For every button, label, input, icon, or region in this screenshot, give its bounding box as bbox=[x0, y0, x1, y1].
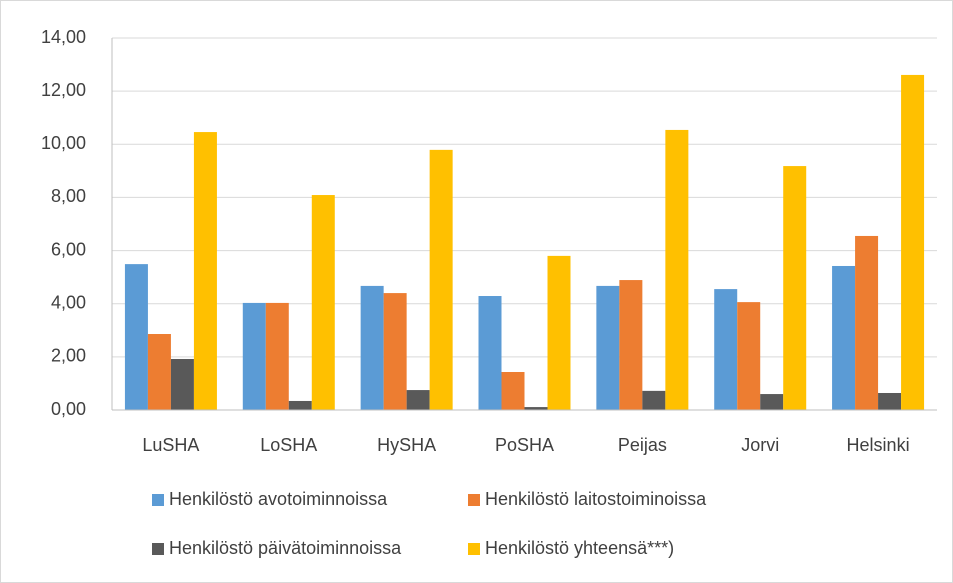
bar bbox=[855, 235, 879, 410]
bar bbox=[242, 302, 266, 410]
bar bbox=[832, 265, 856, 410]
y-tick-label: 8,00 bbox=[51, 186, 86, 206]
y-tick-label: 6,00 bbox=[51, 239, 86, 259]
bar bbox=[760, 394, 784, 410]
bar bbox=[901, 74, 925, 410]
x-tick-label: HySHA bbox=[377, 435, 436, 455]
bar bbox=[429, 149, 453, 410]
bar bbox=[596, 285, 620, 410]
bar bbox=[193, 132, 217, 410]
legend-label: Henkilöstö päivätoiminnoissa bbox=[169, 538, 402, 558]
bar bbox=[878, 392, 902, 410]
y-tick-label: 4,00 bbox=[51, 292, 86, 312]
legend-swatch bbox=[468, 543, 480, 555]
x-tick-label: LoSHA bbox=[260, 435, 317, 455]
x-tick-label: Peijas bbox=[618, 435, 667, 455]
legend-swatch bbox=[152, 494, 164, 506]
bar bbox=[619, 280, 643, 410]
bar bbox=[501, 372, 525, 410]
bar bbox=[360, 285, 384, 410]
legend-label: Henkilöstö laitostoiminoissa bbox=[485, 489, 707, 509]
y-tick-label: 0,00 bbox=[51, 399, 86, 419]
bar bbox=[147, 334, 171, 410]
bar bbox=[642, 390, 666, 410]
bar bbox=[547, 255, 571, 410]
y-tick-label: 12,00 bbox=[41, 80, 86, 100]
bar bbox=[170, 358, 194, 410]
bar bbox=[783, 166, 807, 410]
bar bbox=[265, 302, 289, 410]
y-tick-label: 14,00 bbox=[41, 27, 86, 47]
bar bbox=[665, 129, 689, 411]
legend-swatch bbox=[152, 543, 164, 555]
x-tick-label: Jorvi bbox=[741, 435, 779, 455]
bar bbox=[311, 195, 335, 410]
bar bbox=[478, 296, 502, 410]
y-tick-label: 2,00 bbox=[51, 346, 86, 366]
legend-swatch bbox=[468, 494, 480, 506]
legend-label: Henkilöstö avotoiminnoissa bbox=[169, 489, 388, 509]
bar bbox=[406, 390, 430, 410]
bar bbox=[383, 293, 407, 410]
bar bbox=[714, 289, 738, 410]
bar bbox=[288, 400, 312, 410]
bar bbox=[737, 302, 761, 410]
x-tick-label: PoSHA bbox=[495, 435, 554, 455]
x-tick-label: Helsinki bbox=[847, 435, 910, 455]
legend-label: Henkilöstö yhteensä***) bbox=[485, 538, 674, 558]
bar bbox=[124, 264, 148, 410]
x-tick-label: LuSHA bbox=[142, 435, 199, 455]
bar bbox=[524, 407, 548, 410]
y-tick-label: 10,00 bbox=[41, 133, 86, 153]
